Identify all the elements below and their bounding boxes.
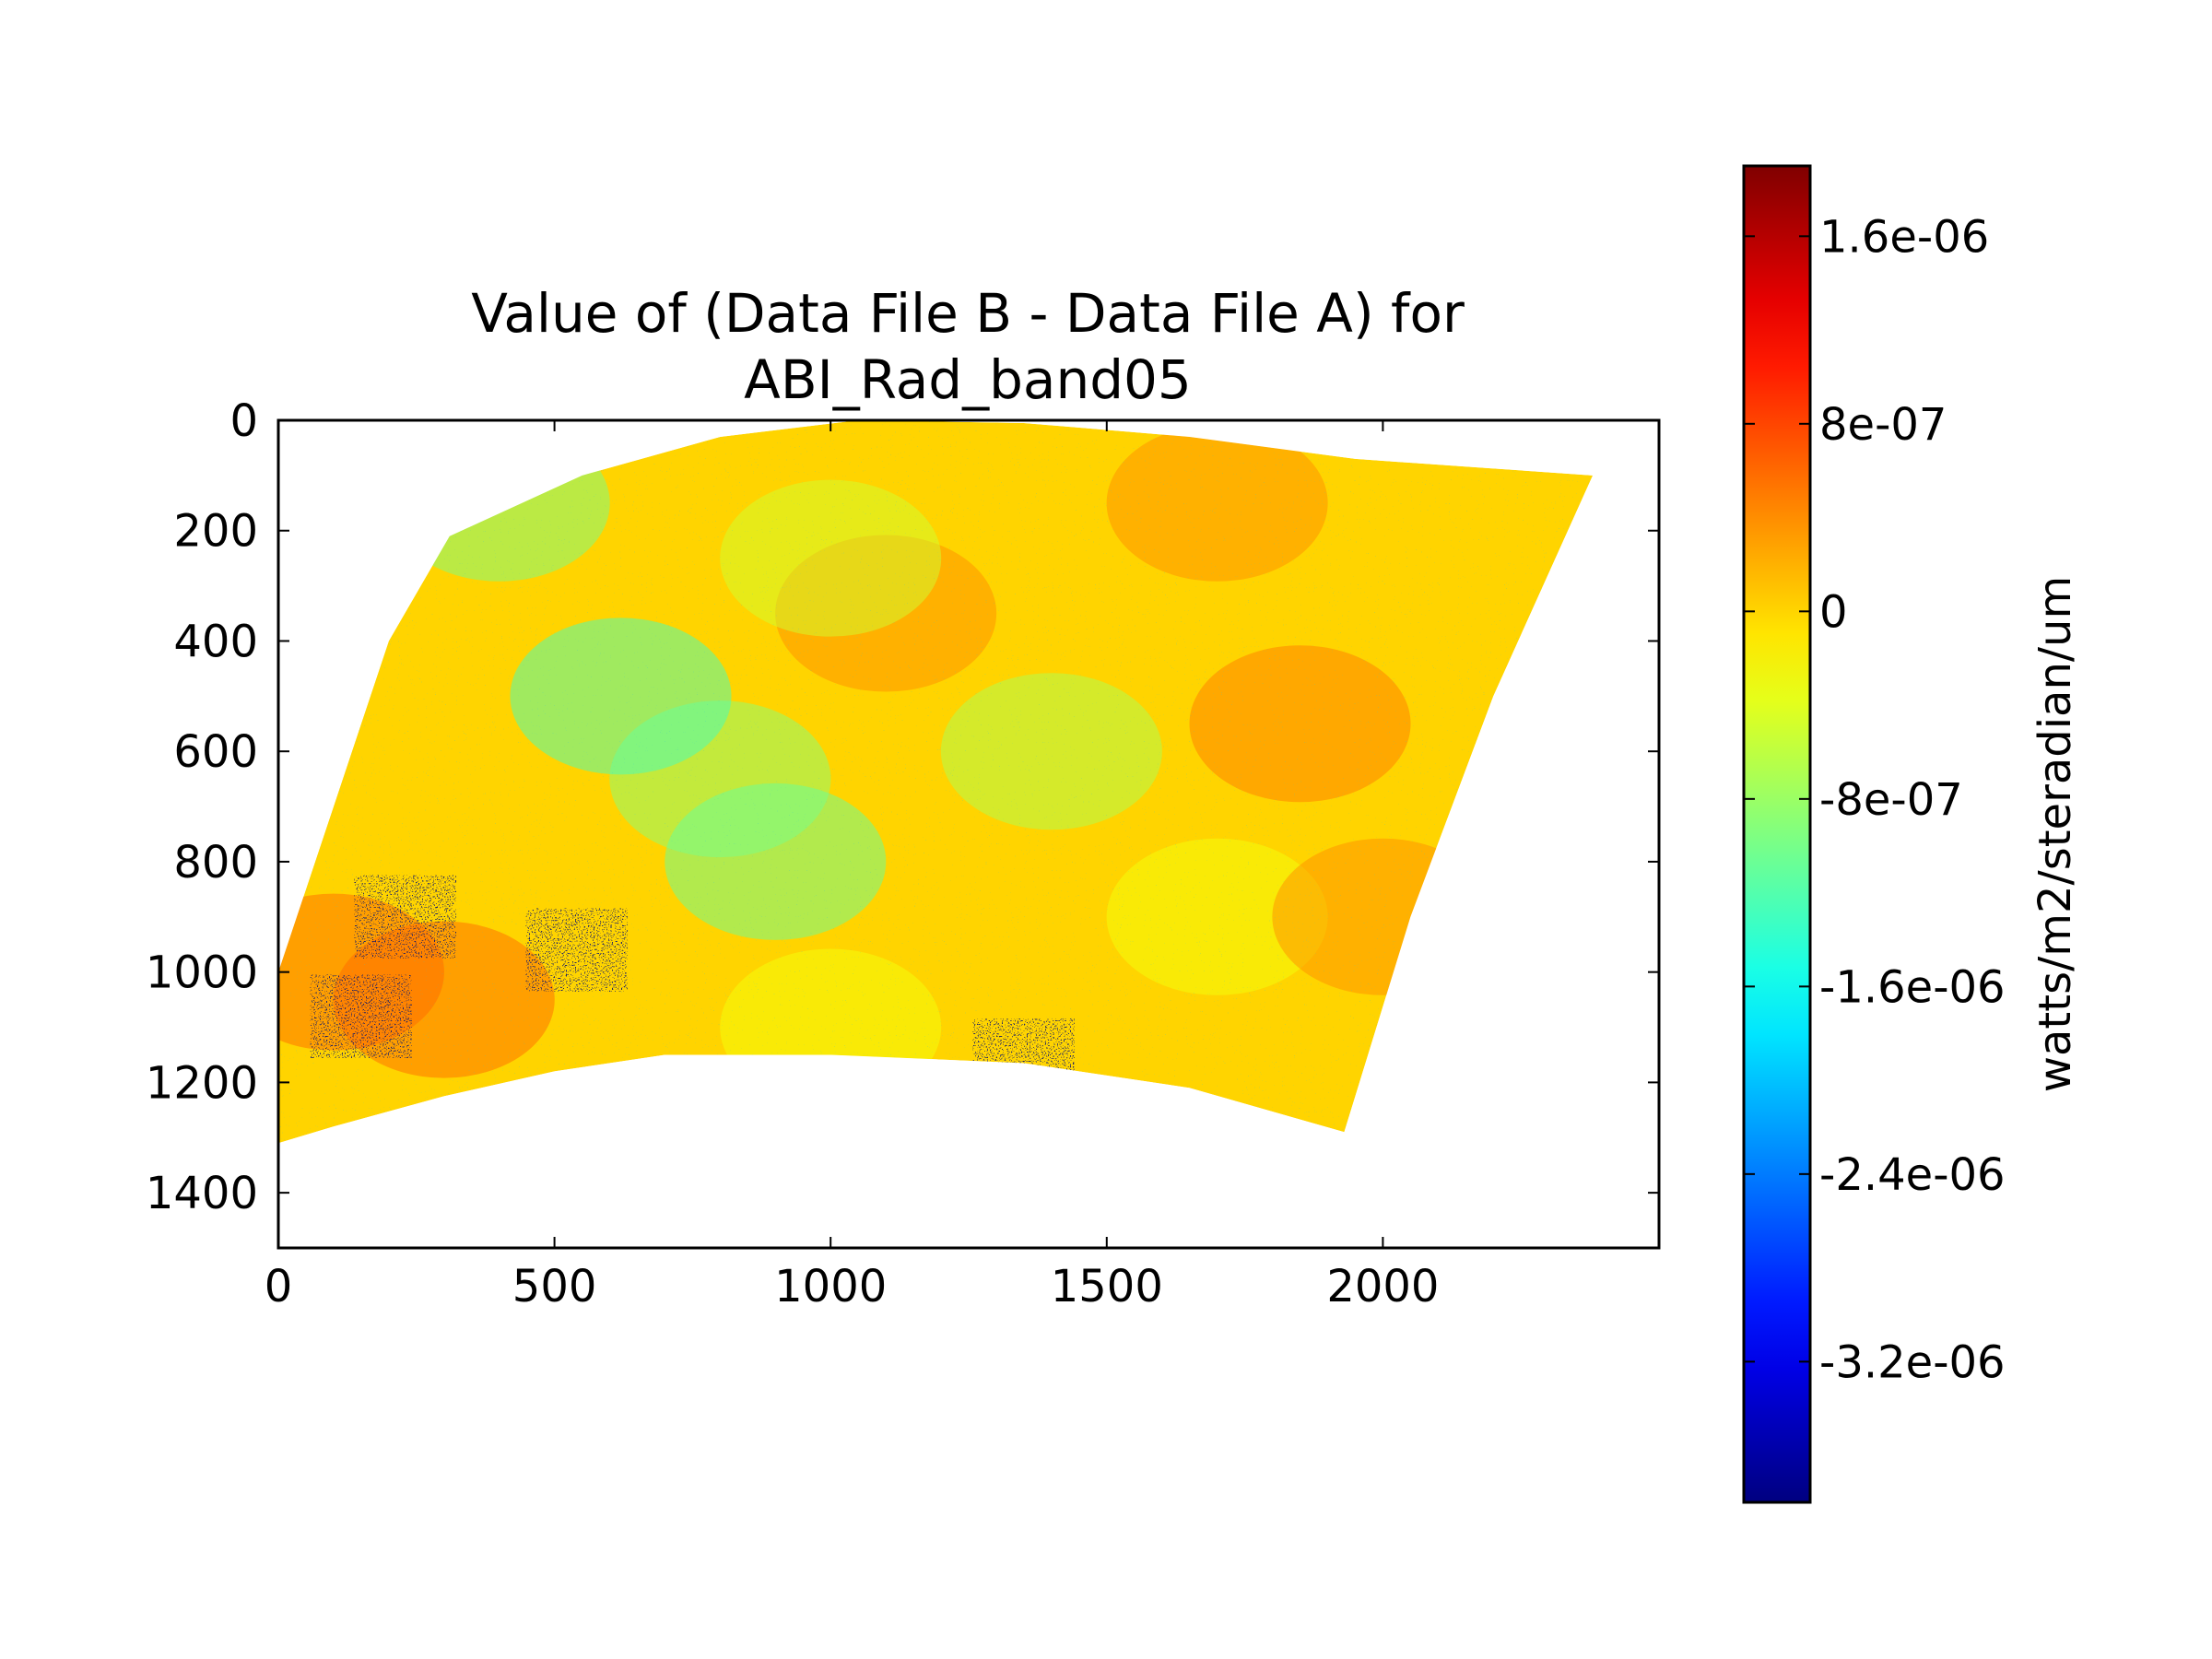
plot-area: [278, 420, 1594, 1144]
colorbar-gradient: [1742, 164, 1812, 1504]
colorbar-tick-label: 0: [1819, 586, 1848, 638]
colorbar-tick-label: -2.4e-06: [1819, 1149, 2006, 1201]
y-axis: 0 200 400 600 800 1000 1200 1400: [146, 395, 1659, 1219]
x-tick-label: 1000: [774, 1261, 887, 1312]
colorbar-tick-label: -3.2e-06: [1819, 1336, 2006, 1388]
x-tick-label: 0: [265, 1261, 293, 1312]
y-tick-label: 800: [173, 837, 258, 888]
colorbar-label: watts/m2/steradian/um: [2030, 576, 2081, 1092]
x-tick-label: 500: [512, 1261, 597, 1312]
x-tick-label: 2000: [1326, 1261, 1439, 1312]
y-tick-label: 600: [173, 726, 258, 778]
x-tick-label: 1500: [1051, 1261, 1163, 1312]
dark-speckle-patch: [525, 908, 628, 992]
y-tick-label: 1000: [146, 947, 258, 999]
plot-frame: [276, 418, 1661, 1250]
y-tick-label: 1400: [146, 1168, 258, 1219]
y-tick-label: 400: [173, 616, 258, 667]
colorbar-tick-label: 1.6e-06: [1819, 211, 1989, 263]
colorbar-tick-label: -8e-07: [1819, 774, 1963, 826]
colorbar-ticks: 1.6e-06 8e-07 0 -8e-07 -1.6e-06 -2.4e-06 -3.2e…: [1744, 211, 2006, 1388]
y-tick-label: 0: [229, 395, 258, 447]
dark-speckle-patch: [354, 875, 456, 959]
dark-speckle-patch: [310, 974, 412, 1058]
y-tick-label: 200: [173, 506, 258, 558]
chart-title-line-1: Value of (Data File B - Data File A) for: [471, 282, 1465, 345]
colorbar-tick-label: -1.6e-06: [1819, 961, 2006, 1013]
data-region: [278, 420, 1594, 1144]
chart-title-line-2: ABI_Rad_band05: [744, 348, 1192, 411]
colorbar: 1.6e-06 8e-07 0 -8e-07 -1.6e-06 -2.4e-06 -3.2e…: [1742, 164, 2081, 1504]
dark-speckle-patch: [972, 1018, 1075, 1102]
x-axis: 0 500 1000 1500 2000: [265, 420, 1439, 1312]
noise-red-layer: [278, 420, 1594, 1144]
colorbar-tick-label: 8e-07: [1819, 399, 1947, 451]
y-tick-label: 1200: [146, 1057, 258, 1109]
